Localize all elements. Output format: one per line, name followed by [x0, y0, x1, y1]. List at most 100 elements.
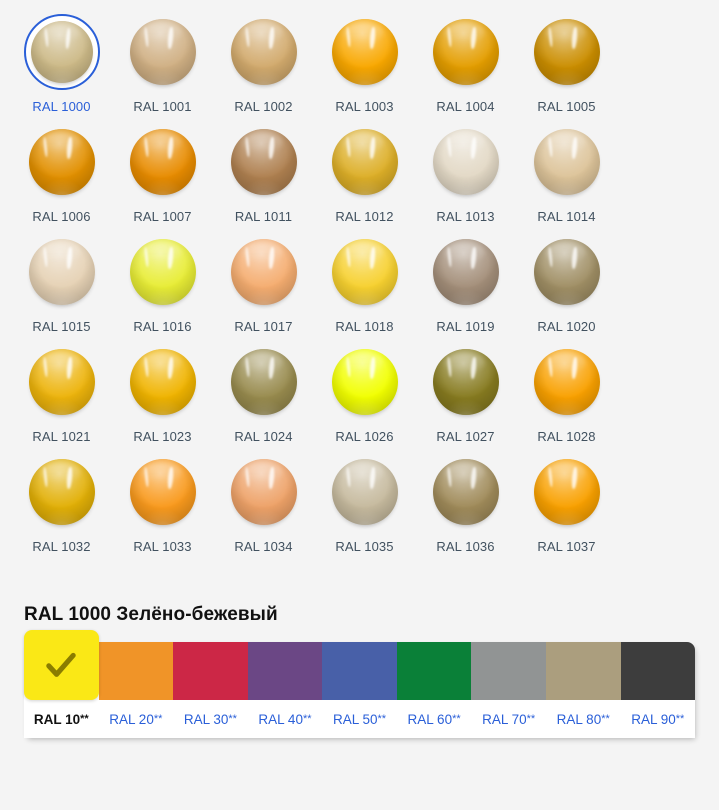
swatch-ral-1027[interactable]: RAL 1027: [415, 344, 516, 454]
swatch-label: RAL 1018: [335, 319, 394, 334]
swatch-ral-1032[interactable]: RAL 1032: [11, 454, 112, 564]
ball-holder: [327, 14, 403, 90]
swatch-ral-1000[interactable]: RAL 1000: [11, 14, 112, 124]
color-sphere-icon: [331, 349, 398, 415]
swatch-ral-1019[interactable]: RAL 1019: [415, 234, 516, 344]
ball-holder: [428, 454, 504, 530]
sphere-shade: [331, 129, 398, 195]
tab-label-suffix: **: [153, 712, 163, 725]
tab-color-ral-50[interactable]: [322, 642, 397, 700]
color-sphere-icon: [533, 459, 600, 525]
swatch-ral-1034[interactable]: RAL 1034: [213, 454, 314, 564]
swatch-ral-1021[interactable]: RAL 1021: [11, 344, 112, 454]
color-sphere-icon: [432, 19, 499, 85]
swatch-ral-1026[interactable]: RAL 1026: [314, 344, 415, 454]
ball-holder: [226, 124, 302, 200]
color-sphere-icon: [432, 349, 499, 415]
swatch-ral-1013[interactable]: RAL 1013: [415, 124, 516, 234]
swatch-label: RAL 1000: [32, 99, 91, 114]
tab-color-ral-70[interactable]: [471, 642, 546, 700]
color-sphere-icon: [129, 129, 196, 195]
tab-label-suffix: **: [302, 712, 312, 725]
tab-color-ral-10[interactable]: [24, 630, 99, 700]
tab-label-ral-70[interactable]: RAL 70**: [471, 712, 546, 727]
tab-color-ral-60[interactable]: [396, 642, 472, 700]
sphere-shade: [331, 349, 398, 415]
swatch-label: RAL 1006: [32, 209, 91, 224]
tab-label-text: RAL 90: [631, 711, 676, 727]
swatch-ral-1007[interactable]: RAL 1007: [112, 124, 213, 234]
tab-color-ral-20[interactable]: [98, 642, 174, 700]
swatch-label: RAL 1033: [133, 539, 192, 554]
swatch-ral-1020[interactable]: RAL 1020: [516, 234, 617, 344]
swatch-label: RAL 1017: [234, 319, 293, 334]
swatch-ral-1017[interactable]: RAL 1017: [213, 234, 314, 344]
sphere-shade: [230, 19, 297, 85]
swatch-ral-1004[interactable]: RAL 1004: [415, 14, 516, 124]
tab-label-ral-20[interactable]: RAL 20**: [99, 712, 174, 727]
swatch-ral-1033[interactable]: RAL 1033: [112, 454, 213, 564]
ball-holder: [529, 234, 605, 310]
tab-label-ral-80[interactable]: RAL 80**: [546, 712, 621, 727]
ball-holder: [428, 14, 504, 90]
swatch-ral-1015[interactable]: RAL 1015: [11, 234, 112, 344]
color-sphere-icon: [331, 239, 398, 305]
swatch-label: RAL 1035: [335, 539, 394, 554]
color-sphere-icon: [533, 129, 600, 195]
tab-label-ral-30[interactable]: RAL 30**: [173, 712, 248, 727]
sphere-shade: [230, 459, 297, 525]
ball-holder: [327, 124, 403, 200]
swatch-ral-1024[interactable]: RAL 1024: [213, 344, 314, 454]
ball-holder: [428, 234, 504, 310]
sphere-shade: [129, 19, 196, 85]
tab-color-ral-40[interactable]: [247, 642, 323, 700]
sphere-shade: [129, 459, 196, 525]
swatch-ral-1018[interactable]: RAL 1018: [314, 234, 415, 344]
ral-group-tabs: RAL 10** RAL 20** RAL 30** RAL 40** RAL 50**…: [24, 630, 696, 738]
selection-ring: [23, 14, 100, 90]
tab-label-suffix: **: [377, 712, 387, 725]
tab-color-ral-30[interactable]: [173, 642, 248, 700]
swatch-ral-1012[interactable]: RAL 1012: [314, 124, 415, 234]
tab-label-ral-50[interactable]: RAL 50**: [322, 712, 397, 727]
color-sphere-icon: [30, 21, 93, 83]
color-sphere-icon: [432, 459, 499, 525]
swatch-ral-1005[interactable]: RAL 1005: [516, 14, 617, 124]
color-sphere-icon: [432, 239, 499, 305]
ball-holder: [125, 234, 201, 310]
sphere-shade: [331, 19, 398, 85]
swatch-ral-1023[interactable]: RAL 1023: [112, 344, 213, 454]
tab-color-ral-80[interactable]: [545, 642, 621, 700]
swatch-ral-1006[interactable]: RAL 1006: [11, 124, 112, 234]
sphere-shade: [331, 459, 398, 525]
swatch-label: RAL 1027: [436, 429, 495, 444]
swatch-ral-1037[interactable]: RAL 1037: [516, 454, 617, 564]
swatch-ral-1035[interactable]: RAL 1035: [314, 454, 415, 564]
sphere-shade: [533, 459, 600, 525]
swatch-ral-1014[interactable]: RAL 1014: [516, 124, 617, 234]
swatch-ral-1003[interactable]: RAL 1003: [314, 14, 415, 124]
swatch-label: RAL 1024: [234, 429, 293, 444]
swatch-ral-1001[interactable]: RAL 1001: [112, 14, 213, 124]
tab-label-text: RAL 10: [33, 711, 81, 727]
ball-holder: [226, 344, 302, 420]
ball-holder: [24, 124, 100, 200]
sphere-shade: [30, 21, 93, 83]
ball-holder: [428, 344, 504, 420]
swatch-row: RAL 1032 RAL 1033 RAL 1034 RAL 1035 RAL 1036…: [0, 454, 695, 564]
swatch-ral-1028[interactable]: RAL 1028: [516, 344, 617, 454]
tab-color-ral-90[interactable]: [620, 642, 696, 700]
tab-label-ral-60[interactable]: RAL 60**: [397, 712, 472, 727]
color-sphere-icon: [331, 129, 398, 195]
swatch-ral-1016[interactable]: RAL 1016: [112, 234, 213, 344]
tab-label-ral-90[interactable]: RAL 90**: [621, 712, 696, 727]
color-sphere-icon: [129, 349, 196, 415]
swatch-label: RAL 1032: [32, 539, 91, 554]
color-sphere-icon: [230, 349, 297, 415]
swatch-ral-1036[interactable]: RAL 1036: [415, 454, 516, 564]
swatch-ral-1011[interactable]: RAL 1011: [213, 124, 314, 234]
swatch-ral-1002[interactable]: RAL 1002: [213, 14, 314, 124]
color-sphere-icon: [533, 19, 600, 85]
tab-label-ral-40[interactable]: RAL 40**: [248, 712, 323, 727]
tab-label-ral-10[interactable]: RAL 10**: [24, 712, 99, 727]
